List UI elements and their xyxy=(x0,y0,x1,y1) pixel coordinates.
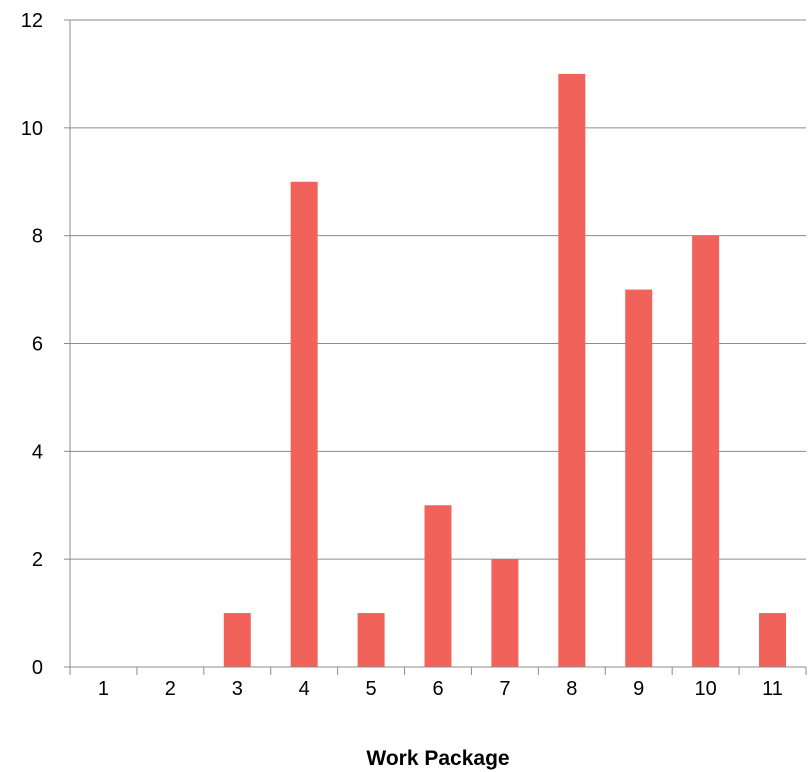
x-tick-label: 6 xyxy=(432,678,443,700)
x-tick-labels: 1 2 3 4 5 6 7 8 9 10 11 xyxy=(98,678,783,700)
bar-3 xyxy=(223,613,251,667)
gridlines xyxy=(70,19,806,560)
bar-11 xyxy=(759,613,787,667)
y-tick-label: 4 xyxy=(32,441,43,463)
x-tick-label: 4 xyxy=(299,678,310,700)
bar-6 xyxy=(424,505,452,667)
bar-4 xyxy=(290,181,318,667)
bar-10 xyxy=(692,235,720,667)
x-tick-label: 8 xyxy=(566,678,577,700)
axes xyxy=(64,19,807,675)
x-tick-label: 9 xyxy=(633,678,644,700)
x-tick-label: 5 xyxy=(366,678,377,700)
bar-8 xyxy=(558,73,586,667)
bar-5 xyxy=(357,613,385,667)
x-tick-label: 7 xyxy=(499,678,510,700)
y-tick-label: 10 xyxy=(21,118,43,140)
bars xyxy=(223,73,787,667)
x-axis-title: Work Package xyxy=(366,747,509,770)
y-tick-labels: 0 2 4 6 8 10 12 xyxy=(21,10,43,679)
y-tick-label: 8 xyxy=(32,226,43,248)
bar-9 xyxy=(625,289,653,667)
bar-7 xyxy=(491,559,519,667)
x-tick-label: 2 xyxy=(165,678,176,700)
x-tick-label: 10 xyxy=(695,678,717,700)
x-tick-label: 11 xyxy=(762,678,783,700)
x-tick-label: 1 xyxy=(98,678,109,700)
y-tick-label: 2 xyxy=(32,549,43,571)
y-tick-label: 0 xyxy=(32,657,43,679)
y-tick-label: 6 xyxy=(32,334,43,356)
x-tick-label: 3 xyxy=(232,678,243,700)
y-tick-label: 12 xyxy=(21,10,43,32)
